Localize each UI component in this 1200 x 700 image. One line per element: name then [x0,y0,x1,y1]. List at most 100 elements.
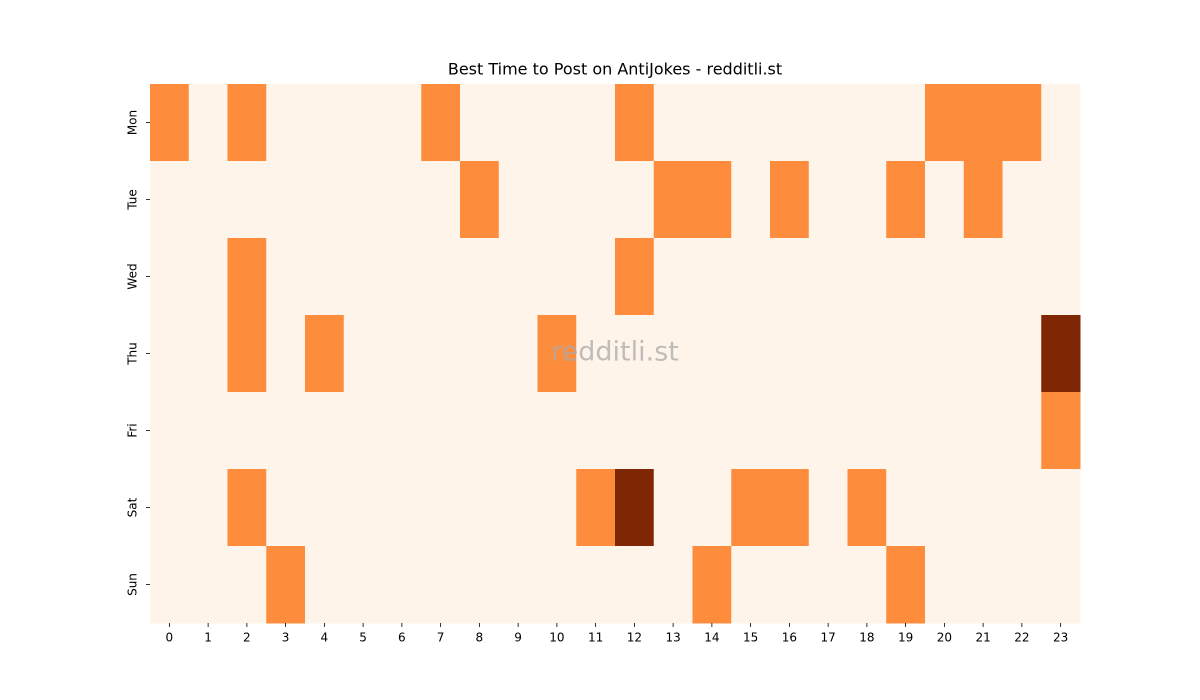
x-tick-label: 18 [859,631,874,645]
heat-cell [498,84,538,162]
heat-cell [615,546,655,624]
heat-cell [498,315,538,393]
heat-cell [227,84,267,162]
heat-cell [460,392,500,470]
heat-cell [305,546,345,624]
heat-cell [653,392,693,470]
heat-cell [925,84,965,162]
heat-cell [1002,392,1042,470]
heat-cell [537,84,577,162]
heat-cell [731,238,771,316]
heat-cell [808,546,848,624]
heat-cell [847,238,887,316]
x-tick-label: 2 [243,631,251,645]
heat-cell [963,84,1003,162]
heat-cell [692,469,732,547]
heat-cell [343,238,383,316]
heat-cell [847,315,887,393]
heat-cell [266,161,306,239]
x-tick-label: 6 [398,631,406,645]
x-tick-label: 13 [665,631,680,645]
heat-cell [692,238,732,316]
heat-cell [808,469,848,547]
heat-cell [343,392,383,470]
heat-cell [615,469,655,547]
heat-cell [227,469,267,547]
heat-cell [1002,84,1042,162]
heat-cell [1041,315,1081,393]
heat-cell [188,238,228,316]
heat-cell [615,392,655,470]
heat-cell [925,392,965,470]
heat-cell [498,161,538,239]
heat-cell [382,84,422,162]
heat-cell [343,469,383,547]
x-tick-label: 3 [282,631,290,645]
heat-cell [615,238,655,316]
heat-cell [963,238,1003,316]
heat-cell [305,392,345,470]
heat-cell [925,161,965,239]
heat-cell [653,238,693,316]
heat-cell [770,392,810,470]
heat-cell [1002,315,1042,393]
heat-cell [808,84,848,162]
heat-cell [382,546,422,624]
heat-cell [421,469,461,547]
heat-cell [963,315,1003,393]
heat-cell [1041,161,1081,239]
heat-cell [886,469,926,547]
heat-cell [421,84,461,162]
x-tick-label: 14 [704,631,719,645]
x-tick-label: 19 [898,631,913,645]
heat-cell [305,84,345,162]
x-tick-label: 23 [1053,631,1068,645]
heat-cell [576,315,616,393]
heat-cell [537,546,577,624]
heat-cell [266,315,306,393]
watermark: redditli.st [551,337,679,368]
heat-cell [150,238,190,316]
y-tick-label: Sun [126,573,140,596]
heat-cell [421,161,461,239]
x-tick-label: 15 [743,631,758,645]
heat-cell [537,469,577,547]
heat-cell [770,315,810,393]
x-tick-label: 7 [437,631,445,645]
heat-cell [847,84,887,162]
heat-cell [576,392,616,470]
heat-cell [188,469,228,547]
heat-cell [847,392,887,470]
y-tick-label: Fri [126,423,140,437]
heat-cell [692,546,732,624]
heat-cell [576,238,616,316]
heat-cell [537,238,577,316]
heat-cell [1002,161,1042,239]
heat-cell [886,238,926,316]
heat-cell [770,238,810,316]
x-tick-label: 10 [549,631,564,645]
heat-cell [1041,546,1081,624]
heat-cell [421,238,461,316]
heat-cell [498,238,538,316]
heat-cell [266,469,306,547]
heat-cell [1041,392,1081,470]
heat-cell [653,546,693,624]
heat-cell [770,546,810,624]
x-tick-label: 12 [627,631,642,645]
x-tick-label: 0 [166,631,174,645]
heat-cell [227,238,267,316]
heat-cell [227,392,267,470]
x-tick-label: 22 [1014,631,1029,645]
y-tick-label: Tue [126,189,140,211]
heat-cell [382,392,422,470]
heat-cell [886,315,926,393]
heat-cell [576,546,616,624]
heat-cell [188,315,228,393]
heat-cell [808,392,848,470]
heat-cell [770,161,810,239]
heat-cell [692,392,732,470]
heat-cell [343,161,383,239]
y-tick-label: Sat [126,497,140,517]
